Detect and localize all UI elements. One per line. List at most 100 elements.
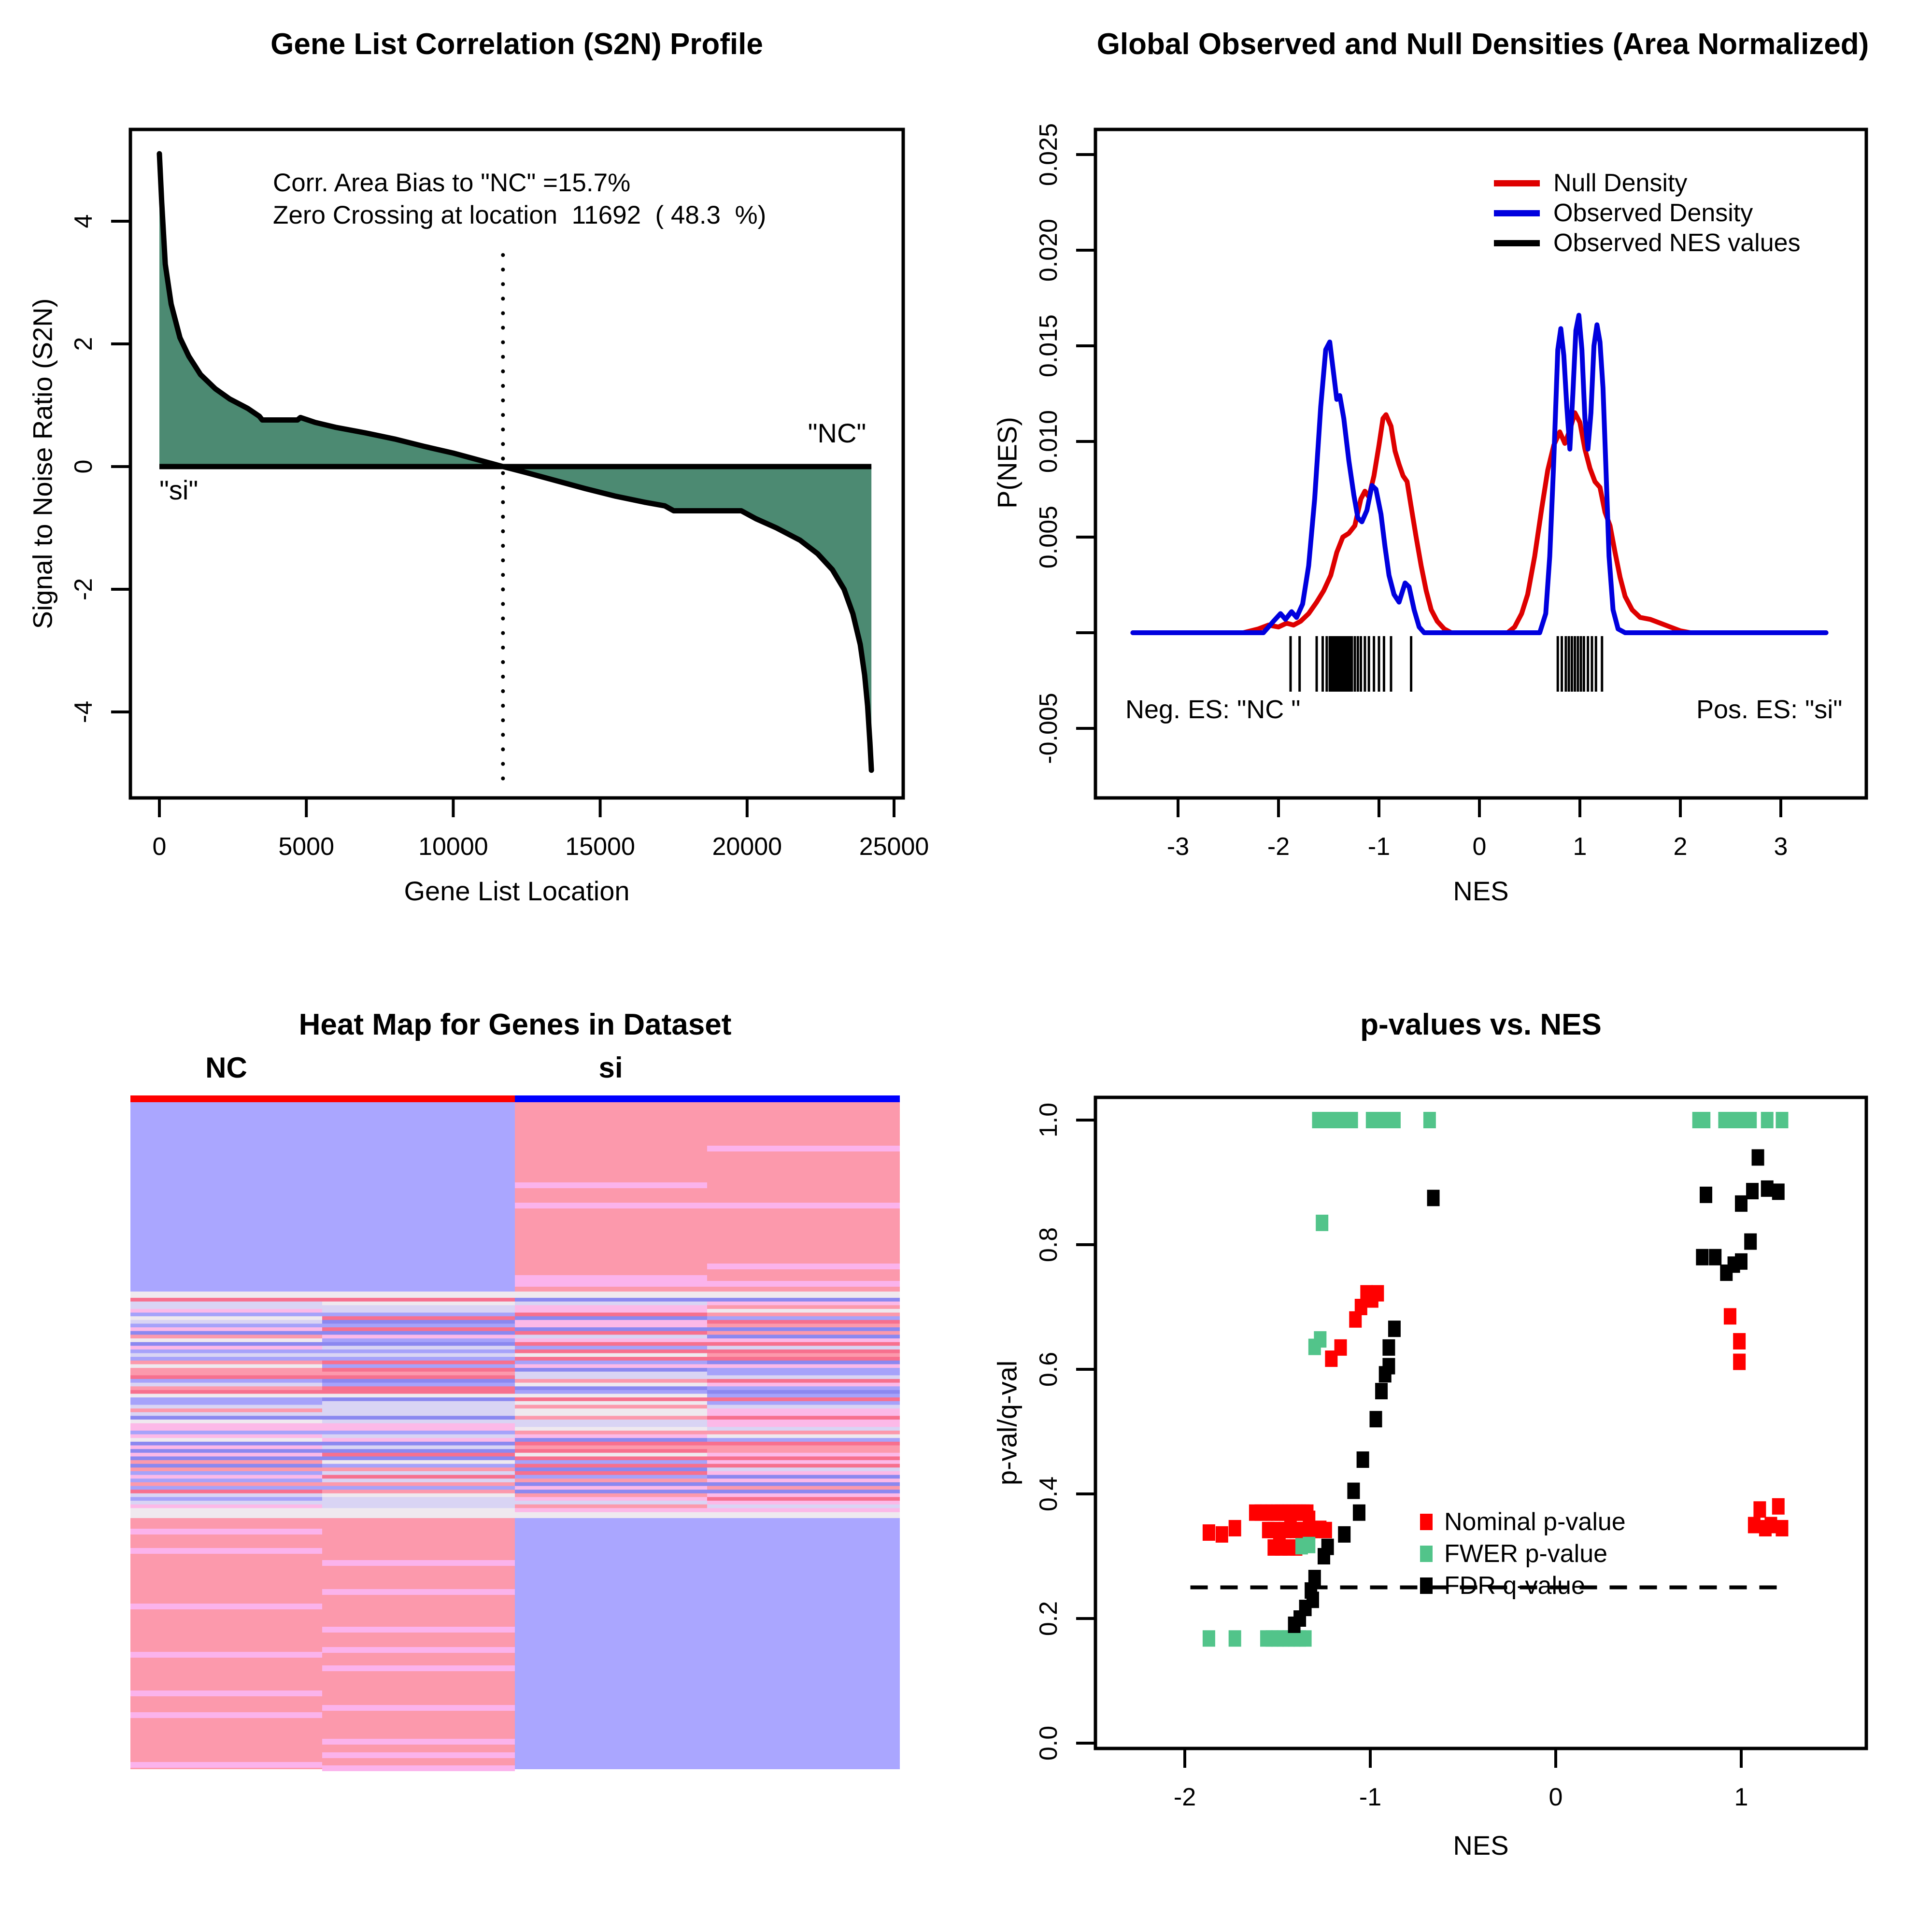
heatmap-cell bbox=[707, 1379, 900, 1383]
heatmap-cell bbox=[515, 1308, 707, 1313]
heatmap-streak bbox=[515, 1281, 900, 1287]
heatmap-cell bbox=[130, 1382, 322, 1387]
fdr-q-value-point bbox=[1338, 1526, 1351, 1543]
heatmap-cell bbox=[707, 1331, 900, 1335]
densities-title: Global Observed and Null Densities (Area… bbox=[1096, 28, 1869, 61]
heatmap-cell bbox=[130, 1416, 322, 1420]
heatmap-cell bbox=[515, 1382, 707, 1387]
heatmap-cell bbox=[515, 1393, 707, 1398]
x-tick-label: 0 bbox=[1473, 833, 1487, 861]
heatmap-cell bbox=[515, 1467, 707, 1472]
nominal-p-value-point bbox=[1772, 1498, 1785, 1515]
heatmap-cell bbox=[707, 1360, 900, 1365]
heatmap-cell bbox=[515, 1346, 707, 1350]
y-tick-label: 2 bbox=[70, 337, 98, 351]
heatmap-cell bbox=[707, 1420, 900, 1424]
heatmap-streak bbox=[322, 1705, 515, 1711]
fdr-q-value-point bbox=[1700, 1186, 1713, 1203]
nominal-p-value-point bbox=[1753, 1501, 1766, 1518]
heatmap-cell bbox=[515, 1441, 707, 1446]
heatmap-cell bbox=[322, 1420, 515, 1424]
heatmap-cell bbox=[322, 1504, 515, 1509]
heatmap-cell bbox=[130, 1316, 322, 1321]
heatmap-cell bbox=[707, 1401, 900, 1406]
s2n-profile-title: Gene List Correlation (S2N) Profile bbox=[270, 28, 763, 61]
heatmap-cell bbox=[707, 1323, 900, 1328]
heatmap-cell bbox=[707, 1482, 900, 1487]
heatmap-cell bbox=[130, 1434, 322, 1438]
heatmap-cell bbox=[515, 1312, 707, 1317]
heatmap-cell bbox=[322, 1375, 515, 1379]
heatmap-cell bbox=[130, 1401, 322, 1406]
heatmap-cell bbox=[322, 1508, 515, 1512]
phenotype-label-si: "si" bbox=[159, 475, 199, 505]
x-tick-label: 2 bbox=[1674, 833, 1688, 861]
heatmap-cell bbox=[515, 1482, 707, 1487]
heatmap-cell bbox=[707, 1449, 900, 1453]
nominal-p-value-point bbox=[1319, 1521, 1332, 1538]
heatmap-cell bbox=[515, 1416, 707, 1420]
fdr-q-value-point bbox=[1744, 1233, 1757, 1250]
heatmap-cell bbox=[707, 1386, 900, 1391]
heatmap-cell bbox=[130, 1486, 322, 1490]
nominal-p-value-point bbox=[1325, 1350, 1338, 1367]
heatmap-cell bbox=[130, 1405, 322, 1409]
heatmap-cell bbox=[130, 1449, 322, 1453]
fdr-q-value-point bbox=[1772, 1183, 1785, 1200]
heatmap-cell bbox=[707, 1327, 900, 1332]
heatmap-cell bbox=[515, 1423, 707, 1428]
densities-x-axis-label: NES bbox=[1453, 876, 1509, 906]
heatmap-cell bbox=[130, 1349, 322, 1354]
x-tick-label: 15000 bbox=[565, 833, 635, 861]
heatmap-cell bbox=[707, 1430, 900, 1435]
y-tick-label: 0.2 bbox=[1035, 1601, 1063, 1636]
heatmap-cell bbox=[515, 1405, 707, 1409]
pvalues-plot-box bbox=[1094, 1095, 1868, 1750]
heatmap-streak bbox=[322, 1739, 515, 1745]
heatmap-cell bbox=[515, 1456, 707, 1461]
heatmap-cell bbox=[515, 1452, 707, 1457]
y-tick-label: 0.4 bbox=[1035, 1477, 1063, 1511]
class-strip-si bbox=[515, 1095, 900, 1102]
heatmap-cell bbox=[130, 1308, 322, 1313]
heatmap-cell bbox=[322, 1346, 515, 1350]
heatmap-cell bbox=[322, 1434, 515, 1438]
heatmap-cell bbox=[322, 1368, 515, 1372]
heatmap-streak bbox=[707, 1146, 900, 1151]
heatmap-cell bbox=[130, 1482, 322, 1487]
heatmap-streak bbox=[130, 1690, 322, 1696]
x-tick-label: -1 bbox=[1368, 833, 1390, 861]
x-tick-label: 0 bbox=[153, 833, 167, 861]
heatmap-cell bbox=[130, 1493, 322, 1498]
heatmap-cell bbox=[322, 1393, 515, 1398]
heatmap-cell bbox=[322, 1490, 515, 1494]
heatmap-cell bbox=[322, 1416, 515, 1420]
heatmap-streak bbox=[515, 1275, 707, 1281]
class-strip-nc bbox=[130, 1095, 515, 1102]
heatmap-cell bbox=[707, 1467, 900, 1472]
heatmap-cell bbox=[322, 1460, 515, 1464]
fdr-q-value-point bbox=[1388, 1321, 1401, 1337]
heatmap-streak bbox=[130, 1652, 322, 1658]
heatmap-class-label-nc: NC bbox=[205, 1051, 247, 1084]
heatmap-cell bbox=[515, 1375, 707, 1379]
heatmap-cell bbox=[130, 1312, 322, 1317]
heatmap-cell bbox=[130, 1371, 322, 1376]
nominal-p-value-point bbox=[1776, 1520, 1789, 1536]
heatmap-cell bbox=[322, 1379, 515, 1383]
heatmap-cell bbox=[130, 1463, 322, 1468]
heatmap-streak bbox=[130, 1604, 322, 1609]
heatmap-cell bbox=[130, 1368, 322, 1372]
heatmap-cell bbox=[515, 1379, 707, 1383]
fdr-q-value-point bbox=[1288, 1616, 1301, 1633]
fwer-p-value-point bbox=[1698, 1112, 1711, 1128]
heatmap-cell bbox=[322, 1364, 515, 1368]
heatmap-cell bbox=[515, 1493, 707, 1498]
heatmap-streak bbox=[322, 1627, 515, 1633]
x-tick-label: 1 bbox=[1734, 1783, 1748, 1811]
fdr-q-value-point bbox=[1746, 1183, 1759, 1200]
heatmap-cell bbox=[130, 1445, 322, 1449]
heatmap-cell bbox=[130, 1364, 322, 1368]
heatmap-cell bbox=[322, 1423, 515, 1428]
